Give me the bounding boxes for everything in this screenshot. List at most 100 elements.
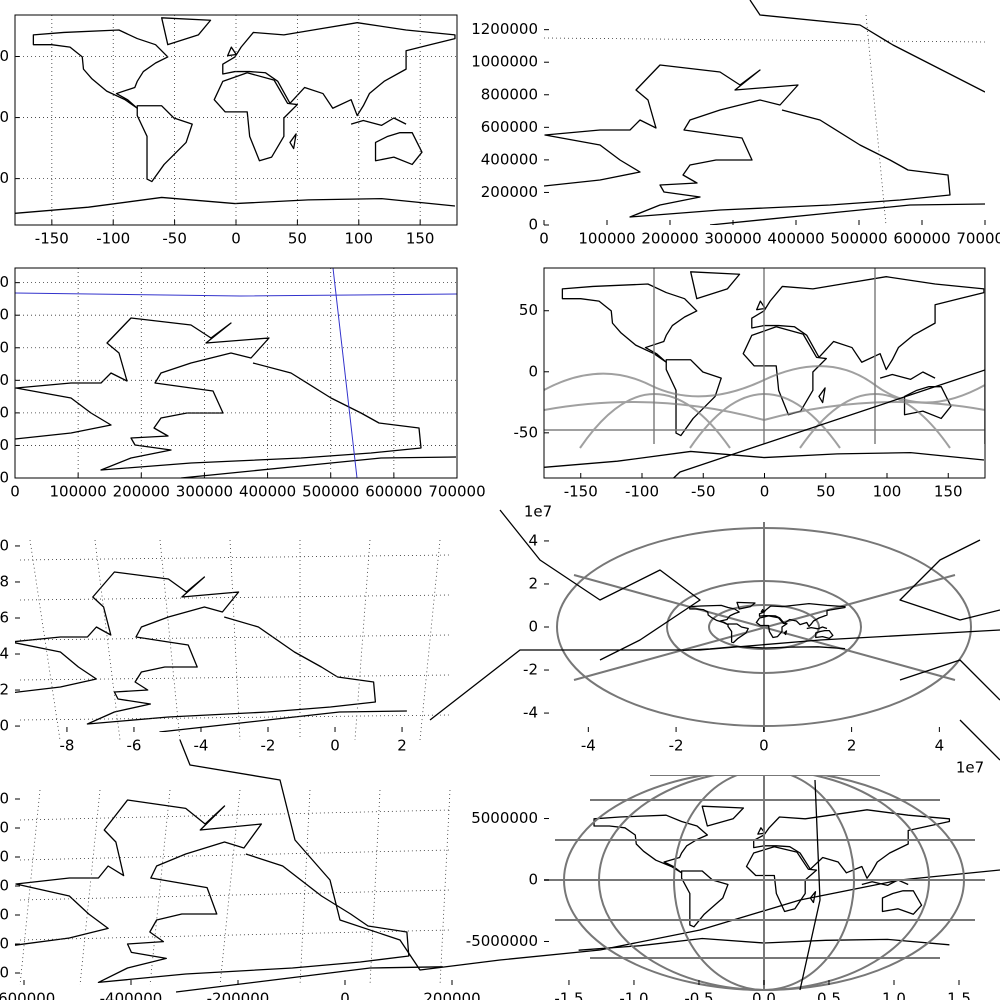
y-tick-label: 400000 xyxy=(0,403,9,421)
x-tick-label: 600000 xyxy=(893,230,950,248)
x-tick-label: -50 xyxy=(162,230,187,248)
y-tick-label: -4 xyxy=(523,704,538,722)
y-offset-label: 1e7 xyxy=(524,503,552,521)
y-tick-label: 1000000 xyxy=(0,306,9,324)
x-tick-label: -100 xyxy=(96,230,130,248)
x-tick-label: 150 xyxy=(934,483,963,501)
y-tick-label: 50 xyxy=(0,717,9,735)
x-tick-label: 500000 xyxy=(830,230,887,248)
x-tick-label: -100 xyxy=(625,483,659,501)
y-tick-label: 0 xyxy=(528,871,538,889)
y-tick-label: -2 xyxy=(523,661,538,679)
x-tick-label: 0.0 xyxy=(752,990,776,1000)
x-tick-label: 600000 xyxy=(365,483,422,501)
y-tick-label: 200000 xyxy=(481,183,538,201)
y-tick-label: 0 xyxy=(528,618,538,636)
y-tick-label: 2 xyxy=(528,574,538,592)
x-tick-label: -8 xyxy=(59,737,74,755)
y-tick-label: 0 xyxy=(0,108,9,126)
x-tick-label: 0 xyxy=(10,483,20,501)
x-tick-label: -1.5 xyxy=(554,990,583,1000)
y-tick-label: 50 xyxy=(0,47,9,65)
y-tick-label: 600000 xyxy=(0,371,9,389)
y-tick-label: 200000 xyxy=(0,934,9,952)
x-tick-label: 150 xyxy=(406,230,435,248)
x-tick-label: 200000 xyxy=(641,230,698,248)
axes-frame xyxy=(543,267,986,479)
x-tick-label: -50 xyxy=(691,483,716,501)
y-tick-label: 0 xyxy=(0,963,9,981)
x-tick-label: 300000 xyxy=(704,230,761,248)
y-tick-label: 60 xyxy=(0,536,9,554)
x-tick-label: 100000 xyxy=(50,483,107,501)
x-tick-label: 200000 xyxy=(423,990,480,1000)
x-tick-label: 200000 xyxy=(113,483,170,501)
panel-4-map xyxy=(544,268,985,600)
panel-3-map xyxy=(15,268,457,478)
x-tick-label: -200000 xyxy=(207,990,270,1000)
x-tick-label: 700000 xyxy=(428,483,485,501)
panel-7-map xyxy=(14,740,1000,993)
panel-8-map xyxy=(544,775,985,991)
axes-frame xyxy=(14,267,458,479)
x-tick-label: 400000 xyxy=(239,483,296,501)
x-tick-label: 0.5 xyxy=(817,990,841,1000)
panel-6-map xyxy=(430,510,1000,760)
x-tick-label: 1.0 xyxy=(882,990,906,1000)
x-tick-label: -2 xyxy=(261,737,276,755)
y-tick-label: -5000000 xyxy=(466,932,538,950)
y-tick-label: 0 xyxy=(0,469,9,487)
x-tick-label: 100 xyxy=(344,230,373,248)
y-tick-label: 400000 xyxy=(0,905,9,923)
y-tick-label: 1000000 xyxy=(0,818,9,836)
y-tick-label: 1200000 xyxy=(0,273,9,291)
x-tick-label: 1.5 xyxy=(947,990,971,1000)
x-tick-label: -4 xyxy=(581,737,596,755)
y-tick-label: 800000 xyxy=(0,338,9,356)
y-tick-label: 600000 xyxy=(481,118,538,136)
x-tick-label: 50 xyxy=(288,230,307,248)
y-tick-label: 0 xyxy=(528,362,538,380)
x-tick-label: 400000 xyxy=(767,230,824,248)
x-tick-label: -150 xyxy=(564,483,598,501)
y-tick-label: 400000 xyxy=(481,150,538,168)
x-tick-label: 100000 xyxy=(578,230,635,248)
x-tick-label: 700000 xyxy=(956,230,1000,248)
y-tick-label: 0 xyxy=(528,216,538,234)
x-tick-label: 0 xyxy=(539,230,549,248)
panel-1-map xyxy=(15,17,456,215)
x-tick-label: 50 xyxy=(816,483,835,501)
x-tick-label: 300000 xyxy=(176,483,233,501)
x-tick-label: 4 xyxy=(935,737,945,755)
x-tick-label: 0 xyxy=(330,737,340,755)
y-tick-label: 800000 xyxy=(0,847,9,865)
y-tick-label: 1200000 xyxy=(471,20,538,38)
x-tick-label: -400000 xyxy=(100,990,163,1000)
y-tick-label: 50 xyxy=(519,301,538,319)
x-tick-label: -0.5 xyxy=(684,990,713,1000)
panel-2-map xyxy=(544,0,985,225)
y-tick-label: 52 xyxy=(0,681,9,699)
y-tick-label: 54 xyxy=(0,645,9,663)
x-tick-label: 0 xyxy=(759,737,769,755)
y-tick-label: 1200000 xyxy=(0,789,9,807)
x-tick-label: 500000 xyxy=(302,483,359,501)
x-tick-label: -150 xyxy=(35,230,69,248)
y-tick-label: -50 xyxy=(514,423,539,441)
x-tick-label: 2 xyxy=(847,737,857,755)
x-tick-label: 100 xyxy=(873,483,902,501)
y-tick-label: -50 xyxy=(0,169,9,187)
x-tick-label: -6 xyxy=(126,737,141,755)
y-tick-label: 4 xyxy=(528,531,538,549)
y-tick-label: 58 xyxy=(0,572,9,590)
x-tick-label: 0 xyxy=(760,483,770,501)
axes-frame xyxy=(14,14,458,226)
x-tick-label: 0 xyxy=(340,990,350,1000)
x-tick-label: 2 xyxy=(397,737,407,755)
y-tick-label: 800000 xyxy=(481,85,538,103)
x-tick-label: 0 xyxy=(231,230,241,248)
x-tick-label: -1.0 xyxy=(619,990,648,1000)
x-tick-label: -2 xyxy=(669,737,684,755)
panel-5-map xyxy=(15,539,451,741)
